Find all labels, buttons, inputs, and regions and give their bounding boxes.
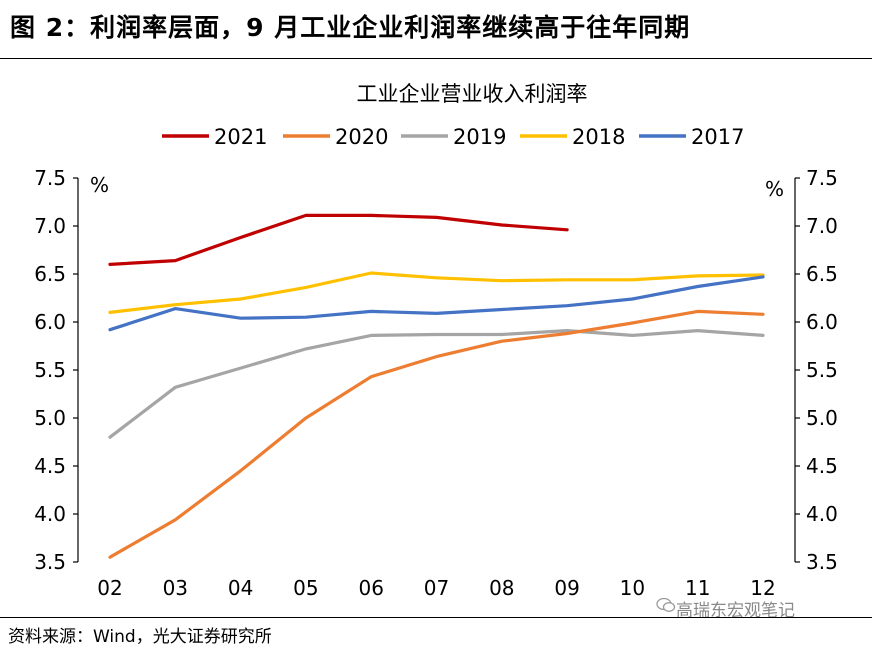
- chart-title: 工业企业营业收入利润率: [357, 82, 588, 106]
- legend-label-2017: 2017: [691, 125, 744, 149]
- x-tick-label: 09: [554, 576, 579, 600]
- x-tick-label: 04: [228, 576, 253, 600]
- left-y-tick-label: 5.0: [34, 406, 66, 430]
- x-tick-label: 06: [358, 576, 383, 600]
- axes: 3.5 3.5 4.0 4.0 4.5 4.5 5.0 5.0 5.5 5.5 6.0 6.0 6.5 6…: [34, 166, 838, 600]
- line-chart: 工业企业营业收入利润率 2021 2020 2019 2018 2017 3.5 3.5 4…: [34, 82, 838, 600]
- source-note: 资料来源：Wind，光大证券研究所: [8, 627, 272, 647]
- left-y-tick-label: 7.0: [34, 214, 66, 238]
- left-y-tick-label: 4.0: [34, 502, 66, 526]
- right-y-tick-label: 7.5: [806, 166, 838, 190]
- x-tick-label: 02: [97, 576, 122, 600]
- x-tick-label: 12: [750, 576, 775, 600]
- series-line-2017: [108, 275, 765, 332]
- left-unit-label: %: [90, 173, 109, 197]
- watermark: 高瑞东宏观笔记: [676, 601, 795, 621]
- right-unit-label: %: [765, 177, 784, 201]
- series-line-2020: [108, 309, 765, 559]
- left-y-tick-label: 3.5: [34, 550, 66, 574]
- right-y-tick-label: 7.0: [806, 214, 838, 238]
- legend-label-2020: 2020: [335, 125, 388, 149]
- bottom-divider: [0, 617, 872, 618]
- left-y-tick-label: 6.5: [34, 262, 66, 286]
- series-line-2019: [108, 329, 765, 439]
- right-y-tick-label: 6.5: [806, 262, 838, 286]
- series-line-2021: [108, 213, 569, 266]
- x-tick-label: 11: [685, 576, 710, 600]
- x-tick-label: 05: [293, 576, 318, 600]
- legend-label-2018: 2018: [572, 125, 625, 149]
- right-y-tick-label: 4.5: [806, 454, 838, 478]
- x-tick-label: 08: [489, 576, 514, 600]
- right-y-tick-label: 4.0: [806, 502, 838, 526]
- left-y-tick-label: 4.5: [34, 454, 66, 478]
- series-line-2018: [108, 271, 765, 314]
- legend-label-2019: 2019: [453, 125, 506, 149]
- left-y-tick-label: 6.0: [34, 310, 66, 334]
- x-tick-label: 07: [424, 576, 449, 600]
- wechat-icon: [656, 597, 676, 612]
- right-y-tick-label: 5.0: [806, 406, 838, 430]
- right-y-tick-label: 5.5: [806, 358, 838, 382]
- x-tick-label: 03: [163, 576, 188, 600]
- figure-title: 图 2：利润率层面，9 月工业企业利润率继续高于往年同期: [10, 13, 691, 42]
- legend-label-2021: 2021: [214, 125, 267, 149]
- x-tick-label: 10: [620, 576, 645, 600]
- series-group: [108, 213, 765, 559]
- legend: 2021 2020 2019 2018 2017: [162, 125, 744, 149]
- top-divider: [0, 58, 872, 59]
- left-y-tick-label: 5.5: [34, 358, 66, 382]
- left-y-tick-label: 7.5: [34, 166, 66, 190]
- right-y-tick-label: 6.0: [806, 310, 838, 334]
- right-y-tick-label: 3.5: [806, 550, 838, 574]
